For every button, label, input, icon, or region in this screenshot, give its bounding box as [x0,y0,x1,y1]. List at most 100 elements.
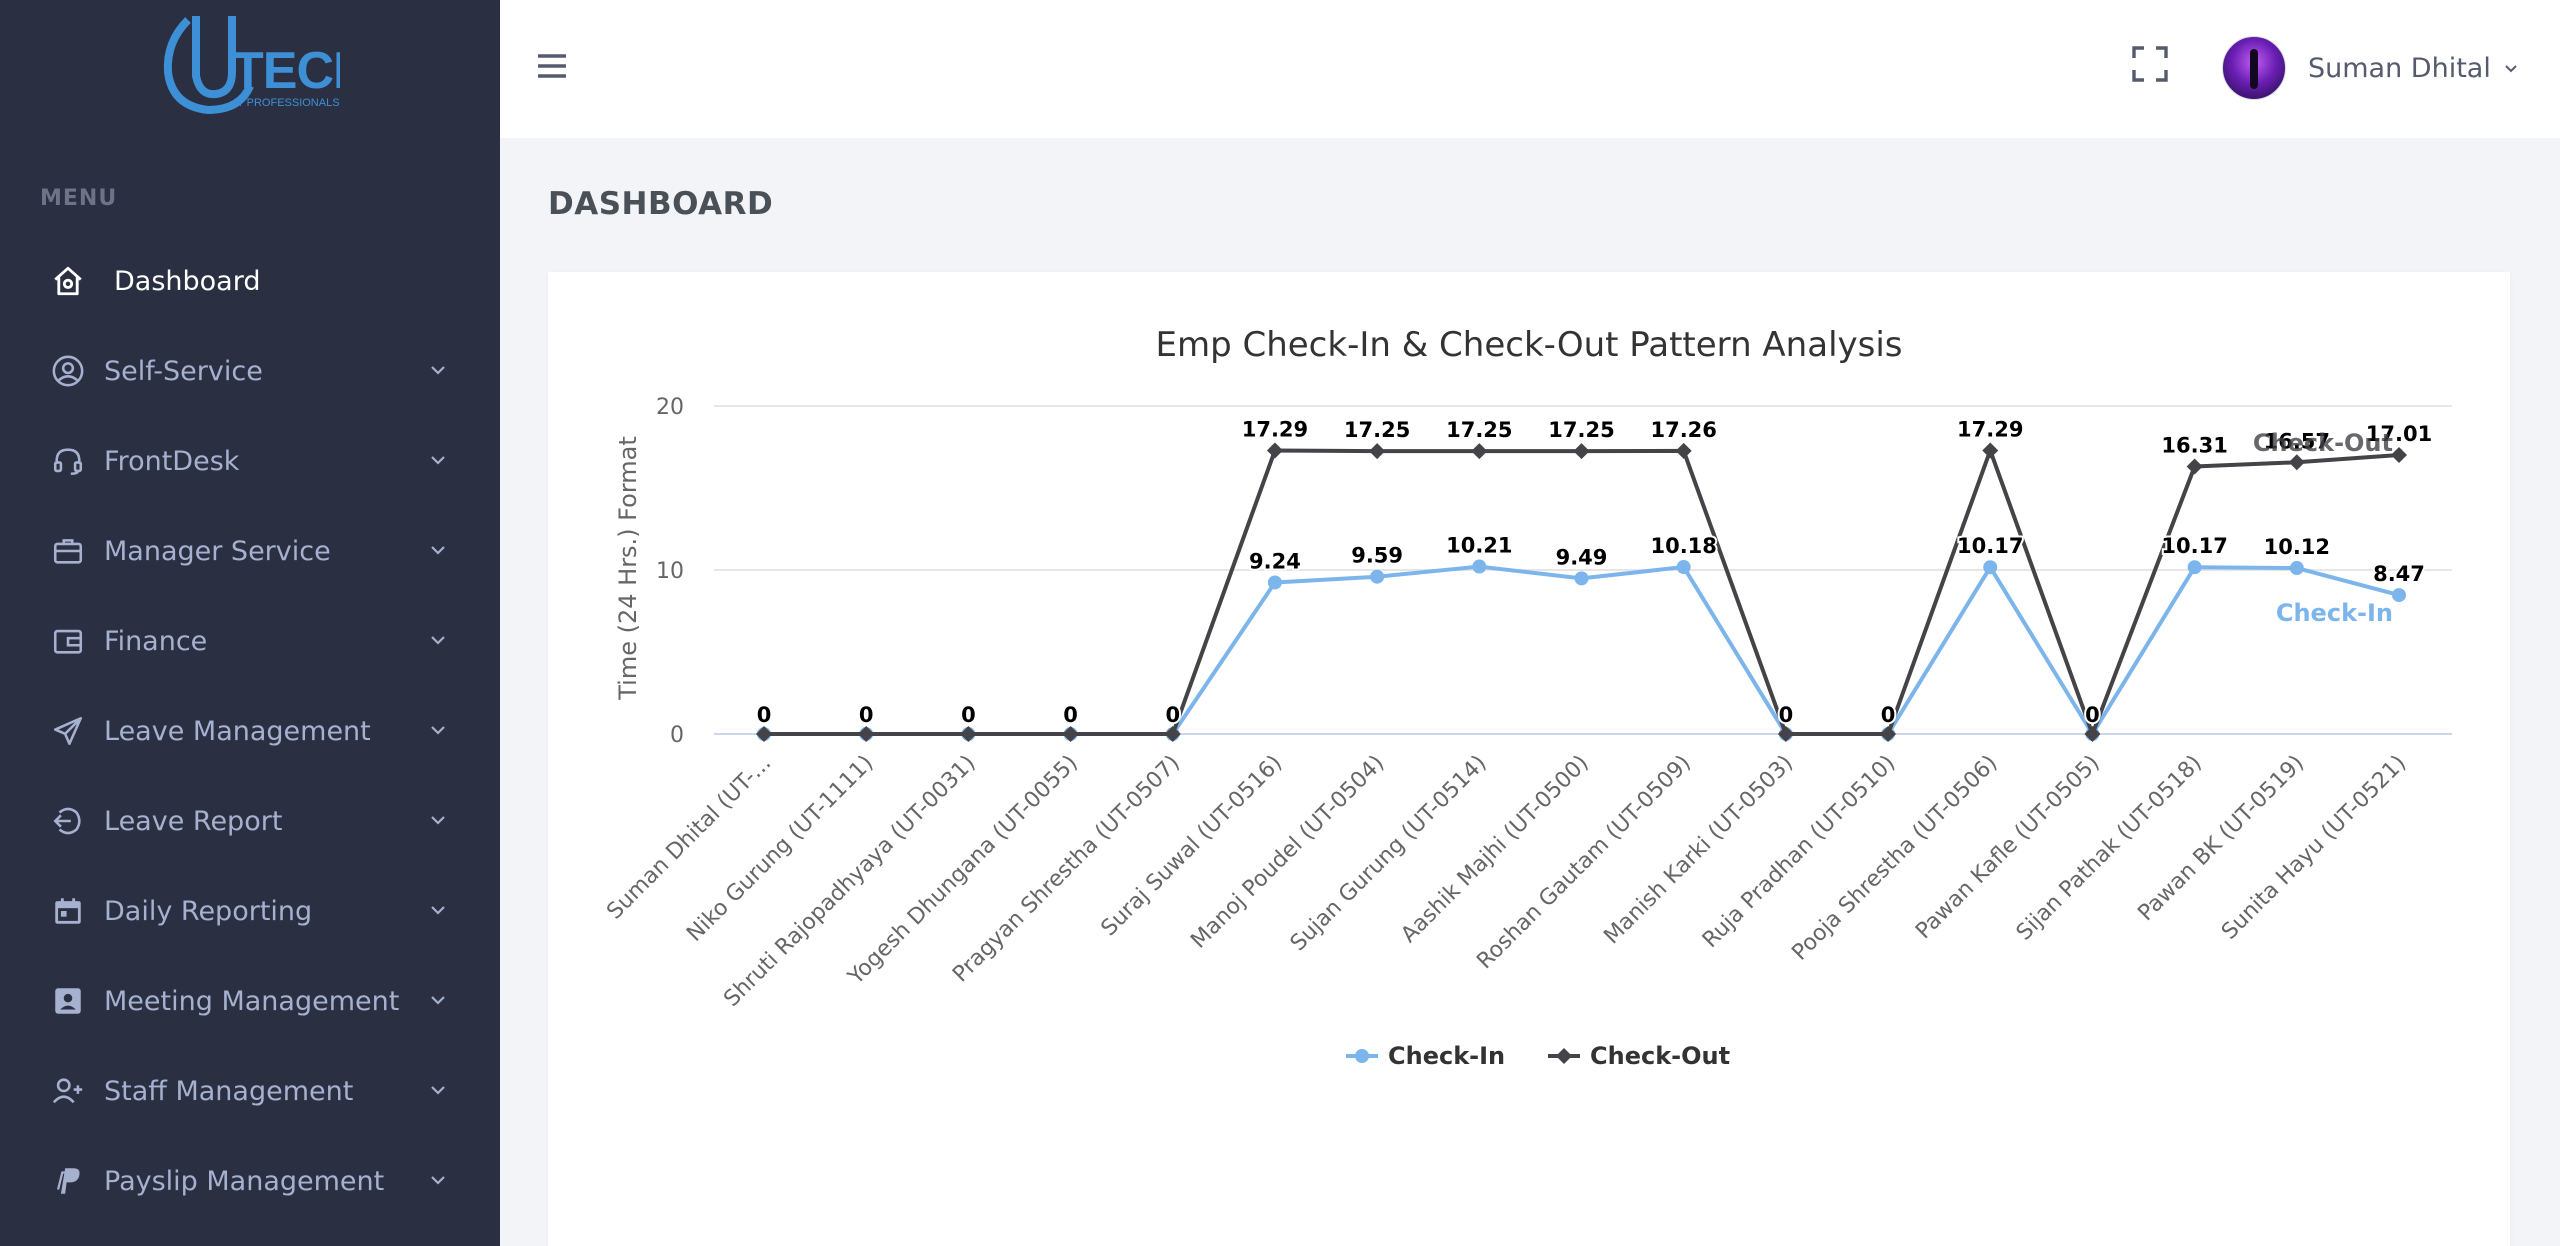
data-point[interactable] [1676,560,1691,575]
data-point[interactable] [858,726,875,742]
data-point[interactable] [1267,575,1282,590]
chevron-down-icon [431,726,445,735]
checkin-checkout-chart: 9.24 9.59 10.21 9.49 10.18 10.17 10.17 10.12 8.4… [602,325,2452,1070]
data-label: 17.25 [1344,418,1410,442]
sidebar-item-label: FrontDesk [104,445,240,477]
data-point[interactable] [756,726,772,742]
sidebar-item-daily-reporting[interactable]: Daily Reporting [0,866,500,956]
data-label: 10.17 [1957,534,2023,558]
x-tick-label: Sunita Hayu (UT-0521) [2217,751,2411,945]
data-label: 16.31 [2161,434,2227,458]
legend-item-check-in[interactable]: Check-In [1346,1042,1505,1070]
sidebar-item-frontdesk[interactable]: FrontDesk [0,416,500,506]
legend-item-check-out[interactable]: Check-Out [1548,1042,1730,1070]
data-label: 9.24 [1249,549,1301,573]
sidebar-item-label: Daily Reporting [104,895,313,927]
x-tick-label: Suman Dhital (UT-... [602,751,776,925]
data-point[interactable] [1266,442,1283,459]
fullscreen-icon[interactable] [2130,44,2170,84]
data-label: 9.59 [1351,544,1403,568]
sidebar-item-manager-service[interactable]: Manager Service [0,506,500,596]
data-point[interactable] [1164,726,1181,742]
x-tick-label: Pragyan Shrestha (UT-0507) [948,751,1185,988]
chart-card: 9.24 9.59 10.21 9.49 10.18 10.17 10.17 10.12 8.4… [548,272,2510,1246]
y-tick-label: 10 [656,559,684,584]
chevron-down-icon [2505,65,2517,73]
sidebar-item-leave-management[interactable]: Leave Management [0,686,500,776]
x-tick-label: Pawan BK (UT-0519) [2133,751,2309,927]
series-line-check-in [764,564,2400,736]
data-point[interactable] [2084,726,2101,742]
data-label: 0 [1881,703,1896,727]
contact-card-icon [50,983,86,1019]
chevron-down-icon [431,366,445,375]
x-tick-label: Manoj Poudel (UT-0504) [1186,751,1389,954]
user-name: Suman Dhital [2308,52,2491,84]
hamburger-menu-icon[interactable] [536,50,568,82]
legend-marker [1355,1049,1369,1063]
data-point[interactable] [1983,560,1998,575]
data-point[interactable] [1574,571,1589,586]
chevron-down-icon [431,1086,445,1095]
data-point[interactable] [1472,559,1487,574]
data-point[interactable] [2288,454,2305,471]
data-point[interactable] [2392,588,2406,603]
data-point[interactable] [1982,442,1999,459]
send-icon [50,713,86,749]
data-label: 8.47 [2373,562,2425,586]
briefcase-icon [50,533,86,569]
sidebar-item-leave-report[interactable]: Leave Report [0,776,500,866]
data-point[interactable] [2186,458,2203,475]
data-label: 0 [1063,703,1078,727]
sidebar-item-self-service[interactable]: Self-Service [0,326,500,416]
x-tick-label: Ruja Pradhan (UT-0510) [1698,751,1900,953]
y-tick-label: 20 [656,395,684,420]
topbar: Suman Dhital [500,0,2560,138]
chevron-down-icon [431,1176,445,1185]
sidebar-item-payslip-management[interactable]: Payslip Management [0,1136,500,1226]
user-circle-icon [50,353,86,389]
chevron-down-icon [431,456,445,465]
series-end-label: Check-Out [2253,429,2393,457]
calendar-icon [50,893,86,929]
sidebar-item-label: Dashboard [114,265,261,297]
data-label: 9.49 [1556,545,1608,569]
data-point[interactable] [1675,442,1692,459]
legend-marker [1556,1048,1572,1064]
data-point[interactable] [1370,569,1385,584]
sidebar-item-staff-management[interactable]: Staff Management [0,1046,500,1136]
data-label: 17.01 [2366,422,2432,446]
sidebar-item-dashboard[interactable]: Dashboard [0,236,500,326]
chevron-down-icon [431,816,445,825]
data-point[interactable] [1062,726,1079,742]
sidebar-item-label: Payslip Management [104,1165,385,1197]
chevron-down-icon [431,546,445,555]
brand-logo[interactable]: TECH IT PROFESSIONALS [160,6,340,118]
x-tick-label: Pawan Kafle (UT-0505) [1911,751,2105,945]
sidebar-item-meeting-management[interactable]: Meeting Management [0,956,500,1046]
data-label: 10.12 [2264,535,2330,559]
avatar [2222,36,2286,100]
data-label: 17.29 [1242,417,1308,441]
data-point[interactable] [1573,443,1590,460]
data-point[interactable] [1369,443,1386,460]
data-point[interactable] [2289,561,2304,576]
x-tick-label: Roshan Gautam (UT-0509) [1472,751,1696,975]
sidebar-item-finance[interactable]: Finance [0,596,500,686]
legend-label: Check-In [1388,1042,1505,1070]
user-menu[interactable]: Suman Dhital [2222,36,2519,100]
y-axis-title: Time (24 Hrs.) Format [614,436,642,701]
data-point[interactable] [1777,726,1794,742]
data-point[interactable] [2391,447,2407,464]
data-point[interactable] [960,726,977,742]
data-point[interactable] [2187,560,2202,575]
sidebar-nav: Dashboard Self-Service FrontDesk Manager… [0,236,500,1226]
logo-subtext: IT PROFESSIONALS [234,97,340,109]
page-title: DASHBOARD [548,186,774,222]
x-tick-label: Pooja Shrestha (UT-0506) [1787,751,2002,966]
data-label: 0 [1165,703,1180,727]
menu-title: MENU [40,186,118,211]
data-point[interactable] [1880,726,1897,742]
data-point[interactable] [1471,443,1488,460]
x-tick-label: Niko Gurung (UT-1111) [682,751,878,947]
